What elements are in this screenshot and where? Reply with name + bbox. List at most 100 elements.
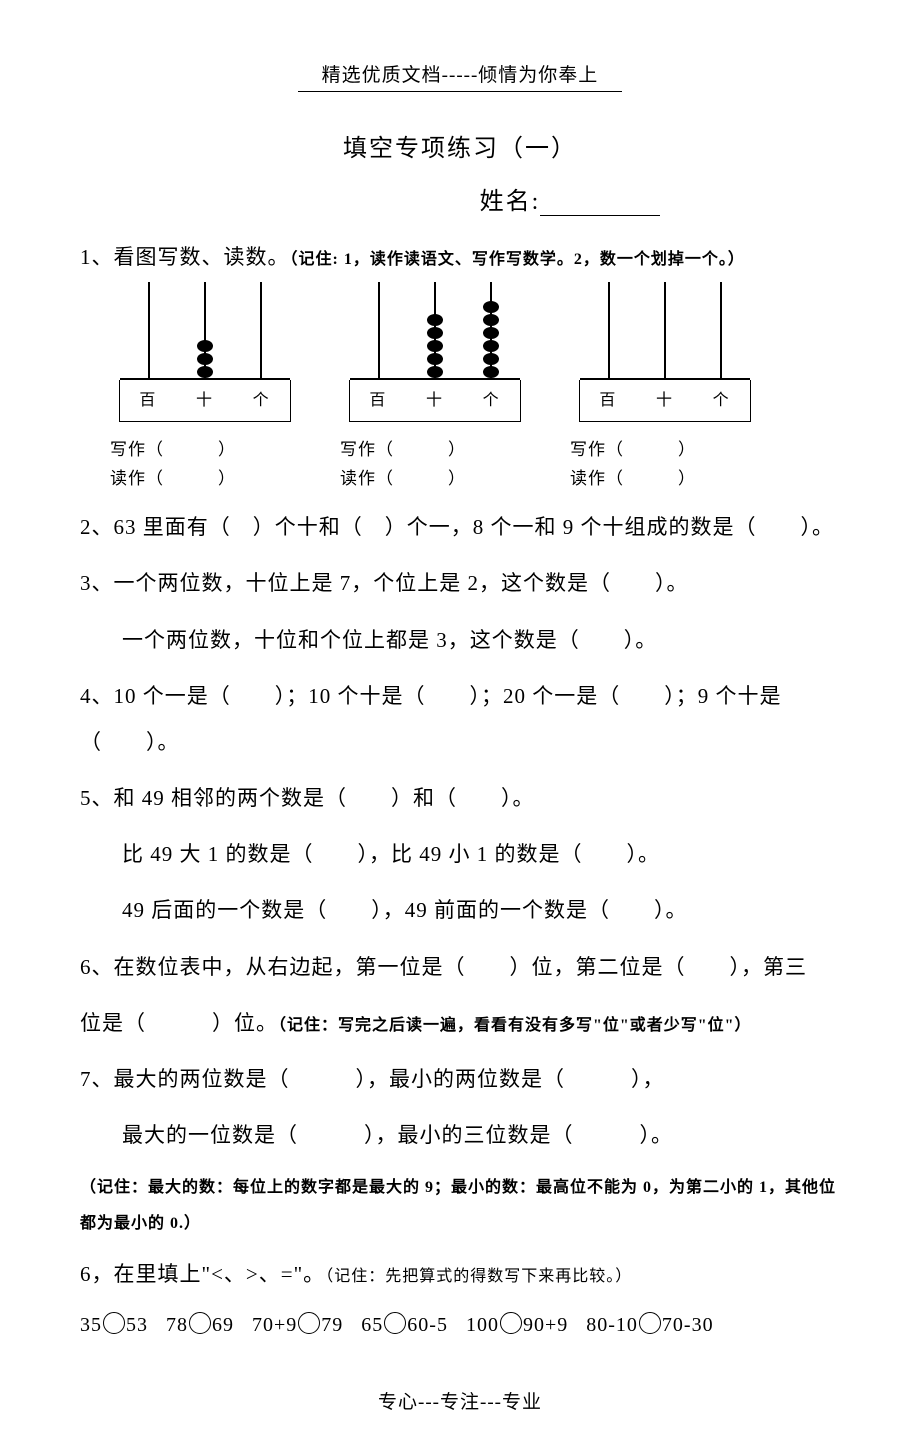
q3b: 一个两位数，十位和个位上都是 3，这个数是（ ）。: [80, 617, 840, 663]
place-label: 十: [656, 383, 674, 418]
q5b: 比 49 大 1 的数是（ ），比 49 小 1 的数是（ ）。: [80, 831, 840, 877]
bead: [427, 327, 443, 339]
q6b: 位是（ ）位。（记住：写完之后读一遍，看看有没有多写"位"或者少写"位"）: [80, 1000, 840, 1046]
comparison-left: 100: [466, 1314, 499, 1336]
worksheet-page: 精选优质文档-----倾情为你奉上 填空专项练习（一） 姓名: 1、看图写数、读…: [0, 0, 920, 1454]
comparison-right: 60-5: [407, 1314, 448, 1336]
page-title: 填空专项练习（一）: [80, 128, 840, 163]
footer-text: 专心---专注---专业: [80, 1387, 840, 1414]
bead: [483, 314, 499, 326]
comparison-right: 70-30: [662, 1314, 714, 1336]
bead: [483, 327, 499, 339]
comparison-item: 78 69: [166, 1314, 234, 1336]
rail: [664, 282, 666, 378]
rail: [378, 282, 380, 378]
abacus-1-caption: 写作（ ） 读作（ ）: [110, 436, 300, 494]
comparison-circle[interactable]: [384, 1312, 406, 1334]
rail: [720, 282, 722, 378]
q5c: 49 后面的一个数是（ ），49 前面的一个数是（ ）。: [80, 887, 840, 933]
comparison-circle[interactable]: [639, 1312, 661, 1334]
abacus-2-caption: 写作（ ） 读作（ ）: [340, 436, 530, 494]
q1-note: （记住: 1，读作读语文、写作写数学。2，数一个划掉一个。）: [290, 251, 745, 268]
bead: [427, 340, 443, 352]
abacus-2: 百 十 个: [340, 288, 530, 422]
place-label: 个: [713, 383, 731, 418]
comparison-item: 65 60-5: [361, 1314, 448, 1336]
q3a: 3、一个两位数，十位上是 7，个位上是 2，这个数是（ ）。: [80, 560, 840, 606]
comparison-left: 65: [361, 1314, 383, 1336]
rail: [260, 282, 262, 378]
comparison-left: 80-10: [586, 1314, 638, 1336]
comparison-circle[interactable]: [103, 1312, 125, 1334]
write-label: 写作（ ）: [110, 436, 300, 465]
comparison-circle[interactable]: [298, 1312, 320, 1334]
place-label: 十: [426, 383, 444, 418]
abacus-3-caption: 写作（ ） 读作（ ）: [570, 436, 760, 494]
bead: [483, 366, 499, 378]
comparison-circle[interactable]: [189, 1312, 211, 1334]
place-box: 百 十 个: [119, 380, 291, 422]
name-blank[interactable]: [540, 191, 660, 216]
place-label: 个: [483, 383, 501, 418]
q6b-pre: 位是（ ）位。: [80, 1011, 278, 1035]
bead: [197, 353, 213, 365]
bead: [197, 366, 213, 378]
header-text: 精选优质文档-----倾情为你奉上: [298, 60, 623, 92]
comparison-item: 3553: [80, 1314, 148, 1336]
write-label: 写作（ ）: [570, 436, 760, 465]
rail: [608, 282, 610, 378]
q1: 1、看图写数、读数。（记住: 1，读作读语文、写作写数学。2，数一个划掉一个。）: [80, 234, 840, 280]
q6a: 6、在数位表中，从右边起，第一位是（ ）位，第二位是（ ），第三: [80, 944, 840, 990]
q6c-pre: 6，在里填上"<、>、="。: [80, 1262, 325, 1286]
rail: [148, 282, 150, 378]
q1-prefix: 1、看图写数、读数。: [80, 245, 290, 269]
q6c-note: （记住：先把算式的得数写下来再比较。）: [325, 1268, 632, 1285]
bead: [483, 353, 499, 365]
abacus-2-rails: [350, 288, 520, 380]
bead: [483, 301, 499, 313]
q7a: 7、最大的两位数是（ ），最小的两位数是（ ），: [80, 1056, 840, 1102]
q6b-note: （记住：写完之后读一遍，看看有没有多写"位"或者少写"位"）: [278, 1017, 752, 1034]
body: 1、看图写数、读数。（记住: 1，读作读语文、写作写数学。2，数一个划掉一个。）…: [80, 234, 840, 1347]
place-label: 百: [369, 383, 387, 418]
place-label: 个: [253, 383, 271, 418]
q7b: 最大的一位数是（ ），最小的三位数是（ ）。: [80, 1112, 840, 1158]
comparison-right: 69: [212, 1314, 234, 1336]
comparison-right: 79: [321, 1314, 343, 1336]
comparison-item: 80-10 70-30: [586, 1314, 713, 1336]
abacus-3-rails: [580, 288, 750, 380]
comparison-circle[interactable]: [500, 1312, 522, 1334]
read-label: 读作（ ）: [110, 465, 300, 494]
name-line: 姓名:: [80, 181, 840, 216]
header-wrap: 精选优质文档-----倾情为你奉上: [80, 60, 840, 92]
q6c: 6，在里填上"<、>、="。（记住：先把算式的得数写下来再比较。）: [80, 1251, 840, 1297]
comparison-right: 90+9: [523, 1314, 568, 1336]
read-label: 读作（ ）: [570, 465, 760, 494]
comparison-right: 53: [126, 1314, 148, 1336]
bead: [483, 340, 499, 352]
place-label: 百: [599, 383, 617, 418]
q2: 2、63 里面有（ ）个十和（ ）个一，8 个一和 9 个十组成的数是（ ）。: [80, 504, 840, 550]
place-label: 十: [196, 383, 214, 418]
abacus-captions: 写作（ ） 读作（ ） 写作（ ） 读作（ ） 写作（ ） 读作（ ）: [110, 436, 840, 494]
write-label: 写作（ ）: [340, 436, 530, 465]
read-label: 读作（ ）: [340, 465, 530, 494]
place-label: 百: [139, 383, 157, 418]
q5a: 5、和 49 相邻的两个数是（ ）和（ ）。: [80, 775, 840, 821]
abacus-1: 百 十 个: [110, 288, 300, 422]
q4: 4、10 个一是（ ）；10 个十是（ ）；20 个一是（ ）；9 个十是（ ）…: [80, 673, 840, 765]
place-box: 百 十 个: [579, 380, 751, 422]
comparison-left: 70+9: [252, 1314, 297, 1336]
place-box: 百 十 个: [349, 380, 521, 422]
bead: [427, 353, 443, 365]
bead: [197, 340, 213, 352]
comparison-item: 70+9 79: [252, 1314, 343, 1336]
comparison-item: 100 90+9: [466, 1314, 568, 1336]
bead: [427, 366, 443, 378]
name-label: 姓名:: [480, 189, 541, 215]
comparison-left: 78: [166, 1314, 188, 1336]
comparison-row: 3553 78 69 70+9 79 65 60-5 100 90+9 80-10 70-30: [80, 1303, 840, 1347]
abacus-3: 百 十 个: [570, 288, 760, 422]
note7: （记住：最大的数：每位上的数字都是最大的 9；最小的数：最高位不能为 0，为第二…: [80, 1170, 840, 1240]
abacus-1-rails: [120, 288, 290, 380]
